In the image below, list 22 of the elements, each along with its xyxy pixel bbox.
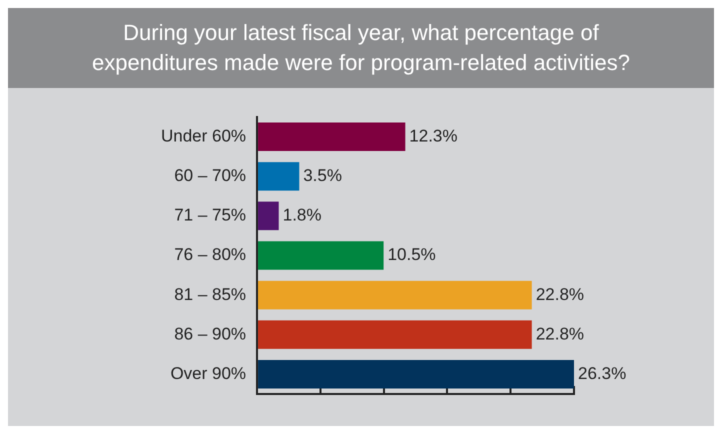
data-label: 3.5% [303, 166, 342, 186]
bar [258, 320, 532, 349]
y-tick-label: 60 – 70% [174, 166, 246, 186]
chart-title: During your latest fiscal year, what percentage of expenditures made were for program-related activities? [8, 8, 714, 88]
data-label: 26.3% [578, 364, 626, 383]
data-label: 1.8% [282, 206, 322, 225]
bar [258, 122, 406, 152]
data-label: 22.8% [536, 324, 584, 344]
data-label: 10.5% [388, 245, 436, 264]
y-tick-label: Over 90% [170, 364, 246, 383]
y-tick-label: 81 – 85% [174, 284, 246, 304]
bar [258, 280, 532, 310]
bar [258, 162, 300, 191]
bar [258, 360, 574, 388]
y-tick-label: 76 – 80% [174, 245, 246, 264]
bar [258, 202, 279, 230]
y-tick-label: 86 – 90% [174, 324, 246, 344]
data-label: 22.8% [536, 284, 584, 304]
y-tick-label: Under 60% [160, 126, 246, 146]
y-tick-label: 71 – 75% [174, 206, 246, 225]
data-label: 12.3% [409, 126, 458, 146]
bar [258, 241, 384, 270]
